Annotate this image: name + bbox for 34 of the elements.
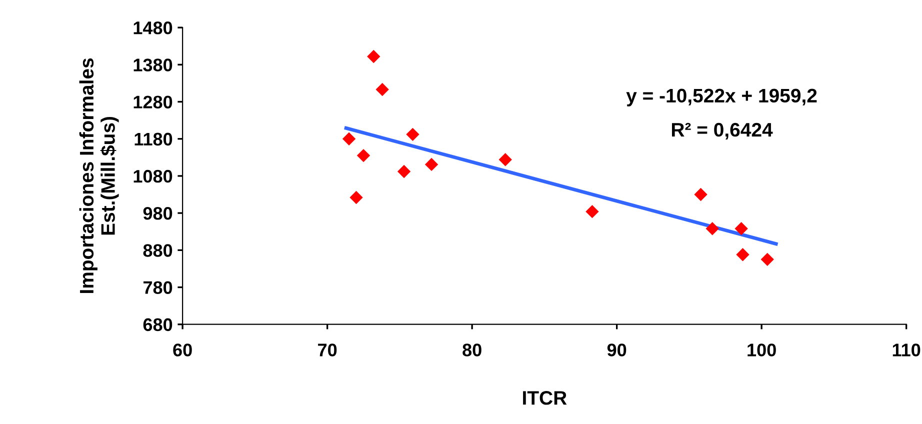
y-tick-label: 680	[143, 318, 172, 332]
point	[424, 158, 438, 172]
point	[498, 153, 512, 166]
y-tick-label: 1080	[134, 170, 172, 183]
point	[342, 132, 356, 146]
point	[350, 190, 363, 204]
point	[397, 164, 411, 178]
y-tick-label: 1180	[134, 132, 172, 146]
y-tick-label: 780	[143, 281, 172, 294]
y-tick-label: 980	[143, 206, 172, 220]
annotation: y = -10,522x + 1959,2	[626, 88, 817, 106]
point	[376, 82, 389, 96]
y-tick-label: 1380	[134, 58, 172, 72]
x-tick-label: 90	[607, 344, 626, 356]
y-tick-label: 880	[143, 244, 172, 257]
x-tick-label: 80	[462, 344, 482, 356]
x-axis-title: ITCR	[523, 391, 567, 405]
y-axis-title: Importaciones Informales Est.(Mill.$us)	[79, 58, 119, 293]
x-tick-label: 60	[173, 344, 192, 356]
point	[760, 252, 774, 266]
x-tick-label: 110	[892, 344, 920, 356]
x-tick-label: 70	[318, 344, 337, 356]
y-tick-label: 1480	[134, 21, 172, 34]
point	[586, 204, 599, 218]
point	[356, 148, 370, 162]
point	[736, 248, 750, 262]
x-tick-label: 100	[748, 344, 776, 356]
point	[406, 128, 420, 141]
point	[706, 222, 719, 236]
point	[694, 188, 708, 202]
point	[734, 222, 748, 236]
annotation: R² = 0,6424	[672, 122, 773, 140]
point	[367, 50, 380, 64]
y-tick-label: 1280	[134, 96, 172, 108]
